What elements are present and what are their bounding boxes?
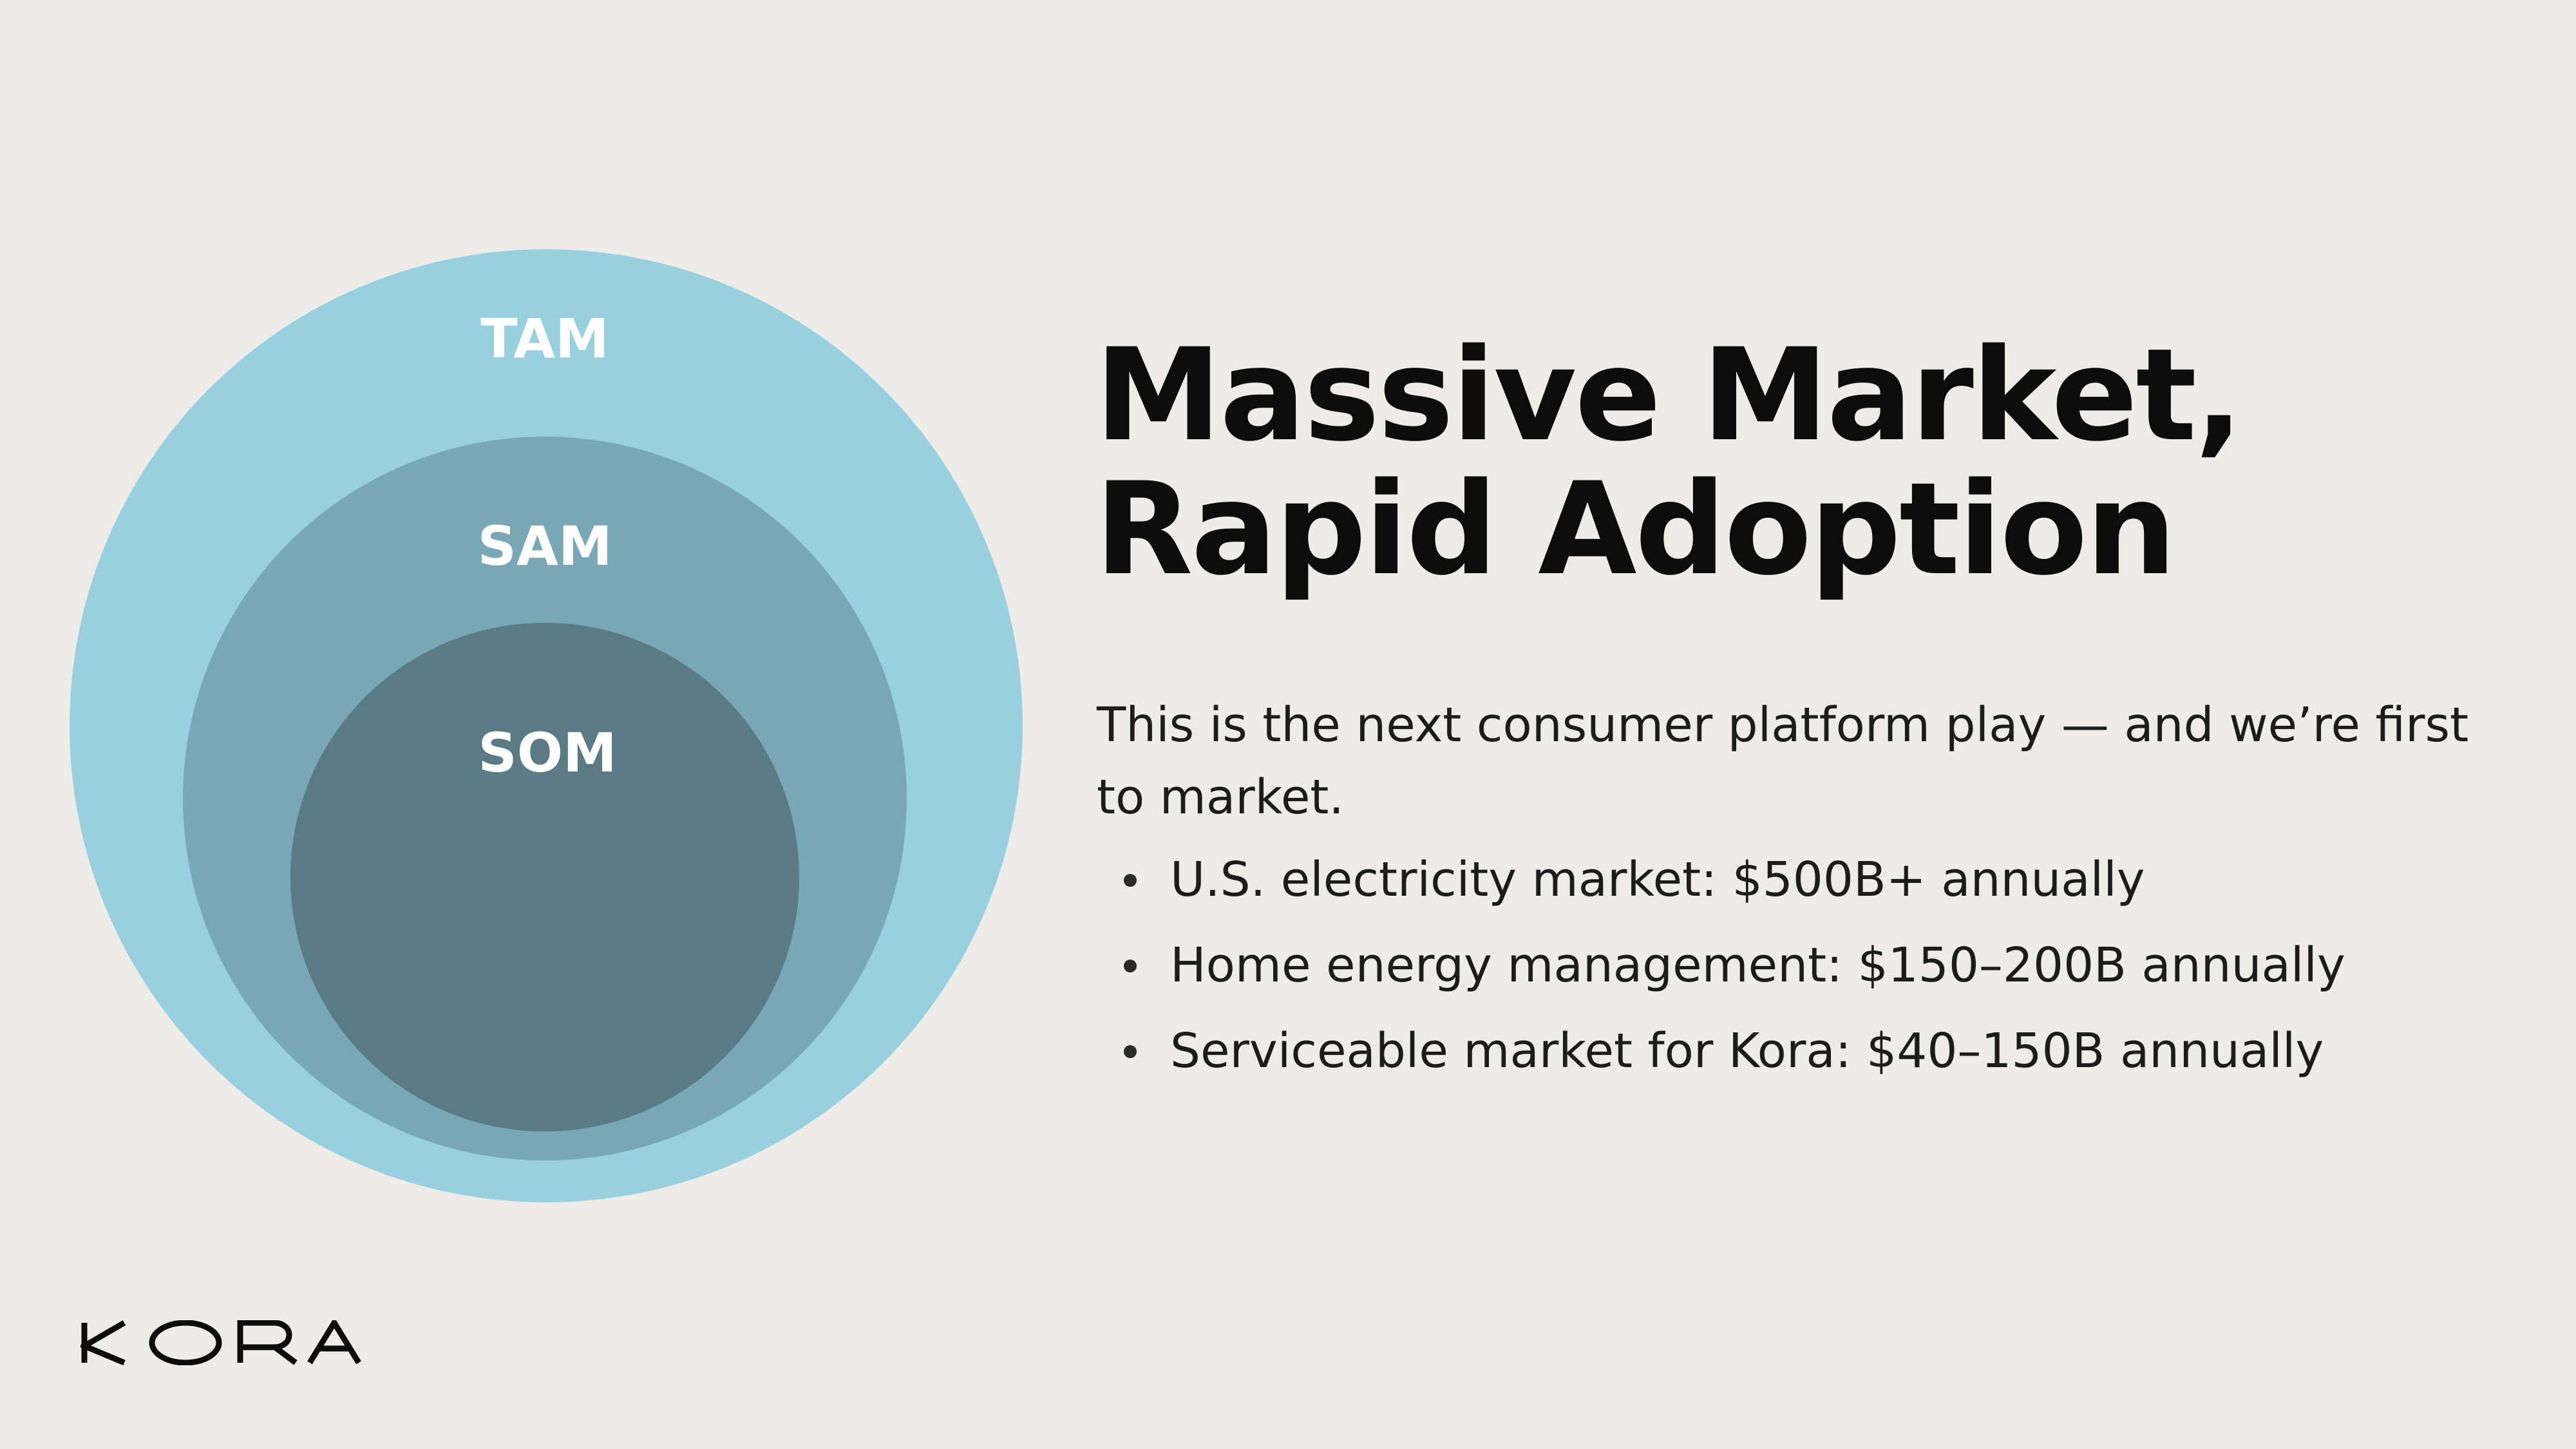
som-circle: [290, 623, 799, 1132]
bullet-dot-icon: [1124, 960, 1137, 972]
som-label: SOM: [478, 721, 617, 784]
bullet-item: U.S. electricity market: $500B+ annually: [1124, 837, 2541, 923]
market-size-diagram: TAM SAM SOM: [70, 249, 1023, 1202]
bullet-dot-icon: [1124, 874, 1137, 887]
kora-logo: [80, 1320, 361, 1365]
bullet-item: Home energy management: $150–200B annual…: [1124, 923, 2541, 1009]
bullet-list: U.S. electricity market: $500B+ annually…: [1124, 837, 2541, 1094]
slide-title: Massive Market, Rapid Adoption: [1095, 328, 2512, 596]
tam-label: TAM: [480, 307, 609, 370]
sam-label: SAM: [477, 515, 612, 578]
bullet-item: Serviceable market for Kora: $40–150B an…: [1124, 1009, 2541, 1094]
bullet-text: Serviceable market for Kora: $40–150B an…: [1170, 1023, 2324, 1079]
title-line-1: Massive Market,: [1095, 321, 2243, 469]
intro-paragraph: This is the next consumer platform play …: [1097, 697, 2469, 825]
bullet-text: Home energy management: $150–200B annual…: [1170, 938, 2345, 993]
bullet-dot-icon: [1124, 1045, 1137, 1058]
title-line-2: Rapid Adoption: [1095, 455, 2177, 603]
bullet-text: U.S. electricity market: $500B+ annually: [1170, 852, 2145, 907]
